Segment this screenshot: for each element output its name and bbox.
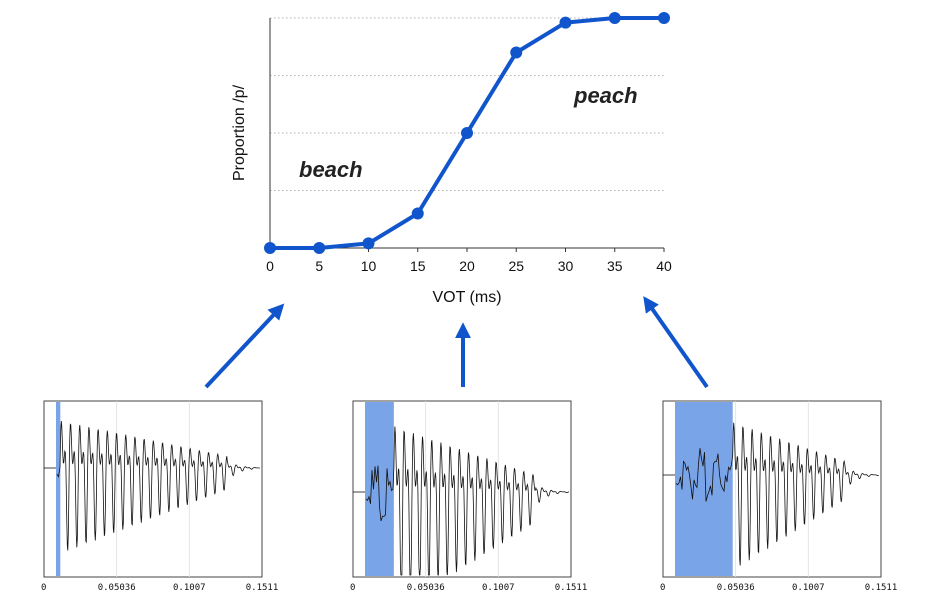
x-tick-labels: 0 5 10 15 20 25 30 35 40 [266,248,672,274]
x-tick-label: 10 [361,258,377,274]
data-point [461,127,473,139]
data-point [559,16,572,29]
peach-label: peach [573,83,638,108]
data-point [362,237,375,250]
waveform-trace [56,420,260,551]
waveform-frame [43,400,263,578]
waveform-tick-label: 0.05036 [407,583,445,593]
y-axis-title: Proportion /p/ [231,84,248,181]
x-tick-label: 20 [459,258,475,274]
waveform-tick-label: 0.1511 [555,583,588,593]
waveform-tick-label: 0.1511 [865,583,898,593]
data-point [313,242,326,254]
waveform-trace [365,426,570,576]
waveform-tick-label: 0.05036 [98,583,136,593]
waveform-trace [675,422,879,566]
identification-chart: 0 5 10 15 20 25 30 35 40 Proportion /p/ VOT (ms)… [231,12,672,306]
data-point [264,242,276,254]
arrows [204,296,709,389]
data-point [658,12,670,24]
waveform-tick-label: 0.1007 [173,583,206,593]
right-arrow [643,296,709,389]
x-tick-label: 5 [315,258,323,274]
waveform-panel: 0 0.05036 0.1007 0.1511 [660,400,898,593]
left-arrow [204,303,285,389]
data-points [264,12,670,254]
x-tick-label: 0 [266,258,274,274]
waveform-tick-label: 0.1511 [246,583,279,593]
beach-label: beach [299,157,363,182]
x-tick-label: 35 [607,258,623,274]
waveform-tick-label: 0.05036 [717,583,755,593]
vot-highlight [365,402,394,576]
waveforms: 0 0.05036 0.1007 0.1511 0 0.05036 0.1007 0.1511… [41,400,898,593]
x-axis-title: VOT (ms) [432,289,501,306]
waveform-panel: 0 0.05036 0.1007 0.1511 [41,400,279,593]
x-tick-label: 40 [656,258,672,274]
waveform-panel: 0 0.05036 0.1007 0.1511 [350,400,588,593]
waveform-tick-label: 0 [660,583,665,593]
waveform-tick-label: 0 [350,583,355,593]
waveform-tick-label: 0 [41,583,46,593]
x-tick-label: 25 [508,258,524,274]
data-point [608,12,621,24]
data-point [411,207,424,220]
waveform-tick-label: 0.1007 [792,583,825,593]
x-tick-label: 15 [410,258,426,274]
x-tick-label: 30 [558,258,574,274]
data-point [510,46,523,59]
waveform-tick-label: 0.1007 [482,583,515,593]
vot-highlight [56,402,61,576]
